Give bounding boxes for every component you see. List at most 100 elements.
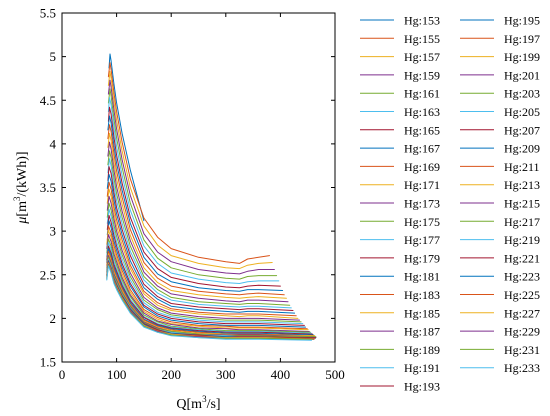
series-line-hg-199	[106, 229, 309, 331]
legend-label: Hg:161	[404, 87, 440, 101]
legend-item: Hg:163	[360, 105, 440, 119]
legend-item: Hg:225	[460, 288, 540, 302]
legend-item: Hg:173	[360, 197, 440, 211]
legend-item: Hg:215	[460, 197, 540, 211]
x-axis-label-superscript: 3	[202, 394, 207, 404]
legend-label: Hg:181	[404, 270, 440, 284]
legend-item: Hg:193	[360, 380, 440, 394]
y-tick-label: 4.5	[40, 93, 56, 108]
legend-item: Hg:191	[360, 361, 440, 375]
x-axis-label: Q[m3/s]	[176, 394, 220, 412]
legend-label: Hg:219	[504, 233, 540, 247]
legend-label: Hg:221	[504, 251, 540, 265]
x-tick-label: 200	[161, 367, 181, 382]
legend-label: Hg:203	[504, 87, 540, 101]
legend-item: Hg:231	[460, 343, 540, 357]
legend-item: Hg:197	[460, 32, 540, 46]
series-line-hg-181	[106, 173, 296, 314]
legend-label: Hg:187	[404, 325, 440, 339]
legend-item: Hg:189	[360, 343, 440, 357]
legend-label: Hg:207	[504, 123, 540, 137]
y-axis-label-part: [m	[15, 201, 30, 217]
x-axis-label-part: /s]	[207, 397, 221, 412]
x-axis-label-part: Q[m	[176, 397, 202, 412]
legend-label: Hg:153	[404, 14, 440, 28]
legend-label: Hg:189	[404, 343, 440, 357]
x-tick-label: 0	[59, 367, 66, 382]
series-line-hg-171	[107, 132, 287, 299]
series-line-hg-205	[106, 242, 312, 334]
series-line-hg-179	[107, 166, 294, 311]
series-line-hg-207	[106, 245, 314, 335]
legend-item: Hg:171	[360, 178, 440, 192]
y-axis-label: μ[m3/(kWh)]	[12, 151, 30, 224]
series-line-hg-161	[107, 88, 278, 280]
series-line-hg-185	[106, 188, 299, 319]
legend-item: Hg:201	[460, 68, 540, 82]
legend-item: Hg:165	[360, 123, 440, 137]
legend-label: Hg:165	[404, 123, 440, 137]
legend-item: Hg:195	[460, 14, 540, 28]
x-tick-label: 100	[107, 367, 127, 382]
y-tick-label: 2.5	[40, 267, 56, 282]
series-lines	[106, 53, 317, 341]
x-tick-label: 400	[271, 367, 291, 382]
legend-item: Hg:175	[360, 215, 440, 229]
series-line-hg-163	[107, 97, 280, 284]
legend-label: Hg:171	[404, 178, 440, 192]
legend-item: Hg:167	[360, 142, 440, 156]
y-tick-label: 2	[50, 311, 57, 326]
series-line-hg-167	[107, 115, 284, 292]
series-line-hg-175	[107, 150, 291, 306]
series-line-hg-155	[107, 62, 270, 264]
legend-item: Hg:209	[460, 142, 540, 156]
plot-area: 0 100 200 300 400 500 1.5 2 2.5 3 3.5 4 4.5 5 5.5	[40, 6, 345, 383]
legend-label: Hg:199	[504, 50, 540, 64]
legend-label: Hg:195	[504, 14, 540, 28]
legend-item: Hg:179	[360, 251, 440, 265]
legend-label: Hg:215	[504, 197, 540, 211]
series-line-hg-191	[106, 208, 304, 325]
legend-label: Hg:197	[504, 32, 540, 46]
legend-label: Hg:211	[504, 160, 540, 174]
legend-item: Hg:181	[360, 270, 440, 284]
y-tick-label: 5.5	[40, 6, 56, 21]
legend-item: Hg:183	[360, 288, 440, 302]
legend-label: Hg:223	[504, 270, 540, 284]
legend-label: Hg:157	[404, 50, 440, 64]
legend-item: Hg:229	[460, 325, 540, 339]
y-tick-label: 5	[50, 49, 57, 64]
legend-item: Hg:217	[460, 215, 540, 229]
series-line-hg-209	[106, 248, 315, 336]
series-line-hg-189	[106, 202, 302, 323]
x-tick-label: 500	[325, 367, 345, 382]
series-line-hg-177	[107, 158, 292, 309]
legend-item: Hg:161	[360, 87, 440, 101]
series-line-hg-195	[106, 220, 306, 328]
series-line-hg-183	[106, 181, 297, 317]
series-line-hg-169	[107, 124, 285, 296]
legend-item: Hg:213	[460, 178, 540, 192]
legend-label: Hg:183	[404, 288, 440, 302]
legend-item: Hg:211	[460, 160, 540, 174]
series-line-hg-201	[106, 234, 310, 332]
y-tick-label: 1.5	[40, 355, 56, 370]
series-line-hg-233	[106, 265, 312, 341]
series-line-hg-165	[107, 106, 281, 289]
y-tick-label: 4	[50, 136, 57, 151]
legend-label: Hg:169	[404, 160, 440, 174]
legend-label: Hg:179	[404, 251, 440, 265]
x-tick-label: 300	[216, 367, 236, 382]
legend-item: Hg:227	[460, 306, 540, 320]
legend-item: Hg:187	[360, 325, 440, 339]
series-line-hg-159	[107, 79, 275, 275]
series-line-hg-153	[108, 53, 145, 222]
series-line-hg-193	[106, 214, 305, 326]
legend-label: Hg:227	[504, 306, 540, 320]
legend-label: Hg:191	[404, 361, 440, 375]
y-tick-label: 3	[50, 224, 57, 239]
legend-item: Hg:233	[460, 361, 540, 375]
legend-item: Hg:199	[460, 50, 540, 64]
legend-label: Hg:159	[404, 68, 440, 82]
